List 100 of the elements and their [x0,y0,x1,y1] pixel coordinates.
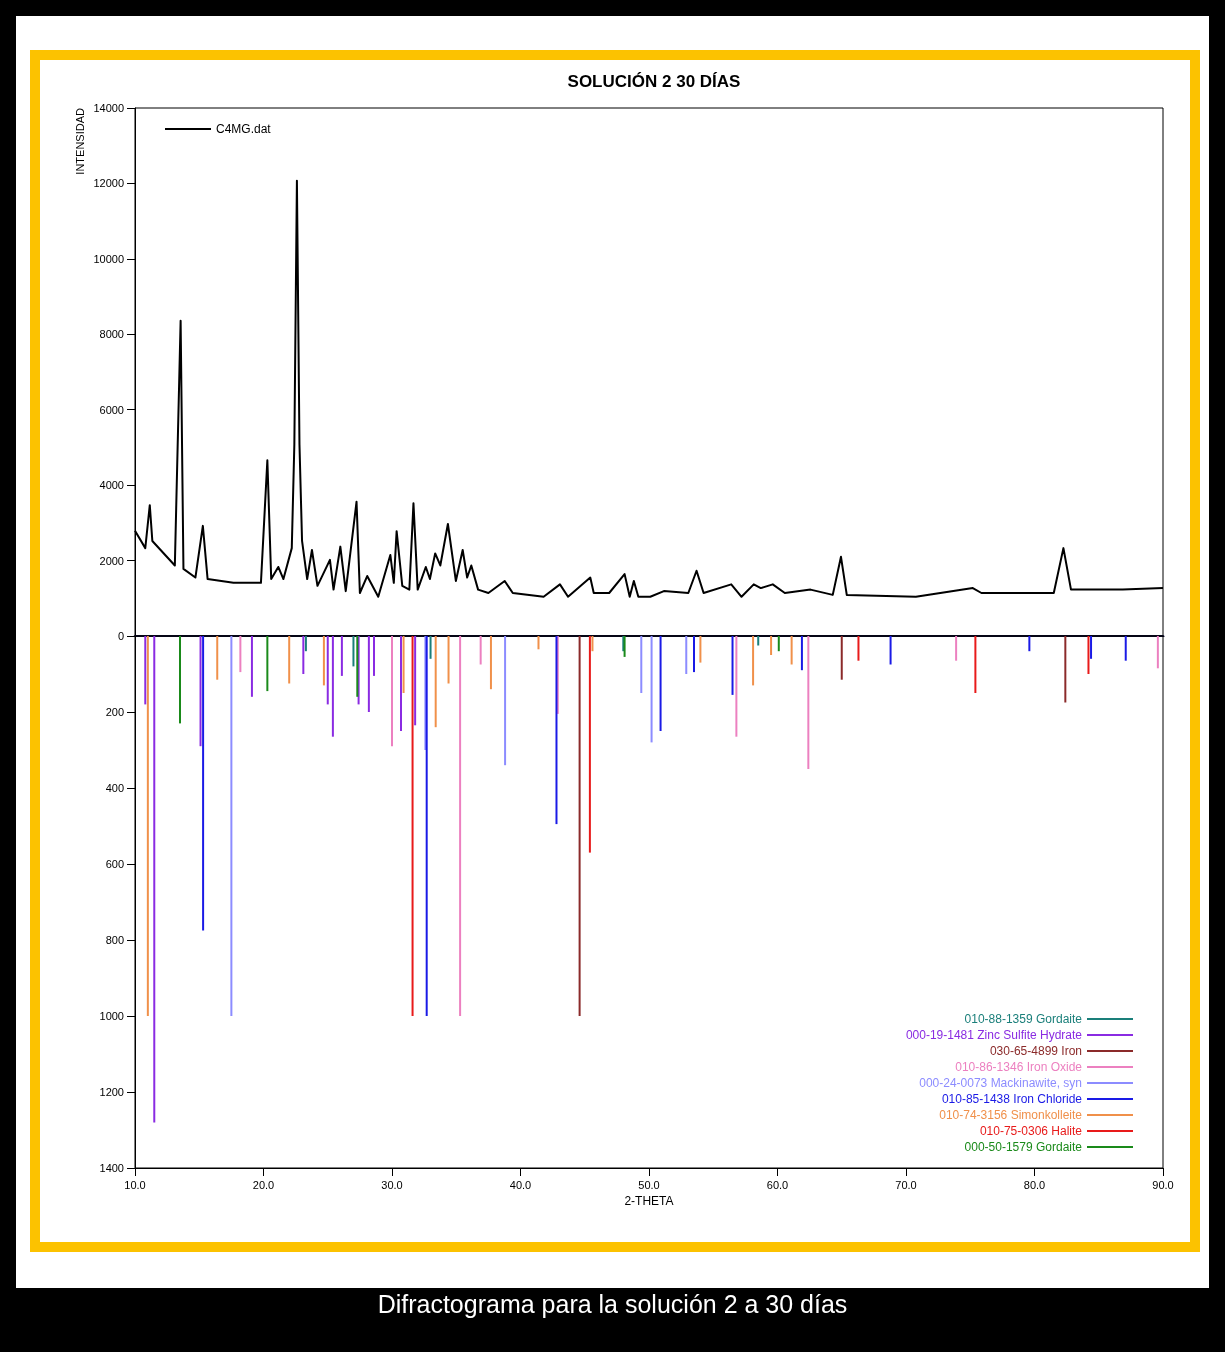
bar [178,636,181,724]
bar [1156,636,1159,669]
bar [889,636,892,665]
bar [331,636,334,737]
x-tick-label: 80.0 [1023,1178,1046,1191]
bar [659,636,662,731]
bar [800,636,803,671]
bar [588,636,591,853]
bar [591,636,594,652]
bar [556,636,559,714]
bar [770,636,773,655]
y-tick-label: 6000 [99,403,124,416]
y-tick-label: 1000 [99,1010,124,1022]
bar [1028,636,1031,652]
bar [288,636,291,684]
legend-label: 030-65-4899 Iron [989,1044,1082,1058]
legend-label: 010-85-1438 Iron Chloride [941,1092,1083,1106]
bar [479,636,482,665]
bar [239,636,242,673]
bar [623,636,626,657]
bar [447,636,450,684]
bar [144,636,147,705]
y-tick-label: 600 [105,858,124,870]
bar [230,636,233,1016]
y-tick-label: 1200 [99,1086,124,1098]
bar [685,636,688,674]
x-tick-label: 50.0 [638,1178,660,1191]
x-tick-label: 70.0 [895,1178,917,1191]
bar [266,636,269,692]
legend-label: 010-75-0306 Halite [979,1124,1083,1138]
bar [356,636,359,697]
bar [322,636,325,686]
text: Difractograma para la solución 2 a 30 días [377,1290,848,1318]
y-tick-label: 14000 [93,102,124,114]
y-tick-label: 10000 [93,252,124,265]
bar [777,636,780,652]
bar [1087,636,1090,674]
bar [391,636,393,747]
y-tick-label: 400 [105,782,124,794]
bar [692,636,695,673]
legend-label: 000-24-0073 Mackinawite, syn [919,1076,1082,1090]
bar [974,636,977,693]
x-tick-label: 60.0 [766,1178,789,1191]
bar [1124,636,1127,661]
legend-label: 010-88-1359 Gordaite [964,1012,1083,1026]
legend-label: 000-50-1579 Gordaite [964,1140,1083,1154]
x-tick-label: 30.0 [381,1178,403,1191]
bar [489,636,492,690]
bar [807,636,810,769]
bar [202,636,205,931]
x-tick-label: 40.0 [509,1178,532,1191]
bar [302,636,305,674]
legend-label: 010-74-3156 Simonkolleite [939,1108,1083,1122]
bar [146,636,149,1016]
y-tick-label: 0 [117,630,124,642]
bar [735,636,738,737]
bar [429,636,432,659]
bar [757,636,760,646]
bar [955,636,958,661]
bar [459,636,462,1016]
bar [790,636,793,665]
bar [411,636,414,1016]
y-tick-label: 800 [105,934,124,946]
bar [1064,636,1067,703]
x-tick-label: 10.0 [124,1178,146,1191]
y-axis-title: INTENSIDAD [74,107,86,175]
bar [650,636,653,743]
bar [402,636,405,693]
legend-label: 010-86-1346 Iron Oxide [955,1060,1083,1074]
bar [216,636,219,680]
x-axis-title: 2-THETA [624,1193,674,1208]
bar [504,636,507,766]
bar [537,636,540,650]
bar [250,636,253,697]
y-tick-label: 2000 [99,554,124,567]
bar [1090,636,1093,659]
y-tick-label: 200 [105,706,124,718]
y-tick-label: 12000 [93,177,124,190]
bar [699,636,702,663]
bar [340,636,343,676]
bar [731,636,734,695]
bar [414,636,417,726]
bar [424,636,427,750]
y-tick-label: 1400 [99,1162,124,1174]
bar [622,636,625,652]
x-tick-label: 20.0 [252,1178,275,1191]
bar [400,636,402,731]
bar [153,636,156,1123]
chart-title: SOLUCIÓN 2 30 DÍAS [567,72,741,91]
bar [326,636,329,705]
y-tick-label: 8000 [99,328,124,341]
bar [640,636,643,693]
bar [578,636,581,1016]
bar [434,636,437,728]
bar [304,636,307,652]
x-tick-label: 90.0 [1152,1178,1174,1191]
bar [373,636,376,676]
bar [555,636,558,825]
bar [357,636,360,705]
bar [840,636,843,680]
